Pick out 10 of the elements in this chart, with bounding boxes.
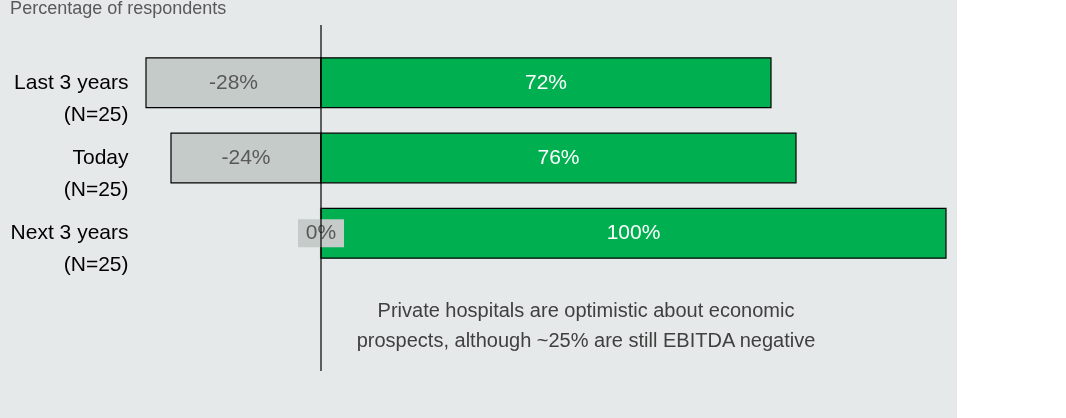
data-label: 72% xyxy=(524,69,568,93)
data-label: -28% xyxy=(208,69,259,93)
data-label: -24% xyxy=(221,145,271,168)
chart-title: Percentage of respondents xyxy=(10,0,227,19)
y-tick-label: Today (N=25) xyxy=(63,145,129,200)
data-label: 76% xyxy=(537,145,580,168)
text: Private hospitals are optimistic about economic prospects, although ~25% are still EBITDA negative xyxy=(356,299,816,351)
y-tick-label: Last 3 years (N=25) xyxy=(14,69,129,125)
data-label: 100% xyxy=(606,220,661,244)
y-tick-label: Next 3 years (N=25) xyxy=(10,220,129,276)
